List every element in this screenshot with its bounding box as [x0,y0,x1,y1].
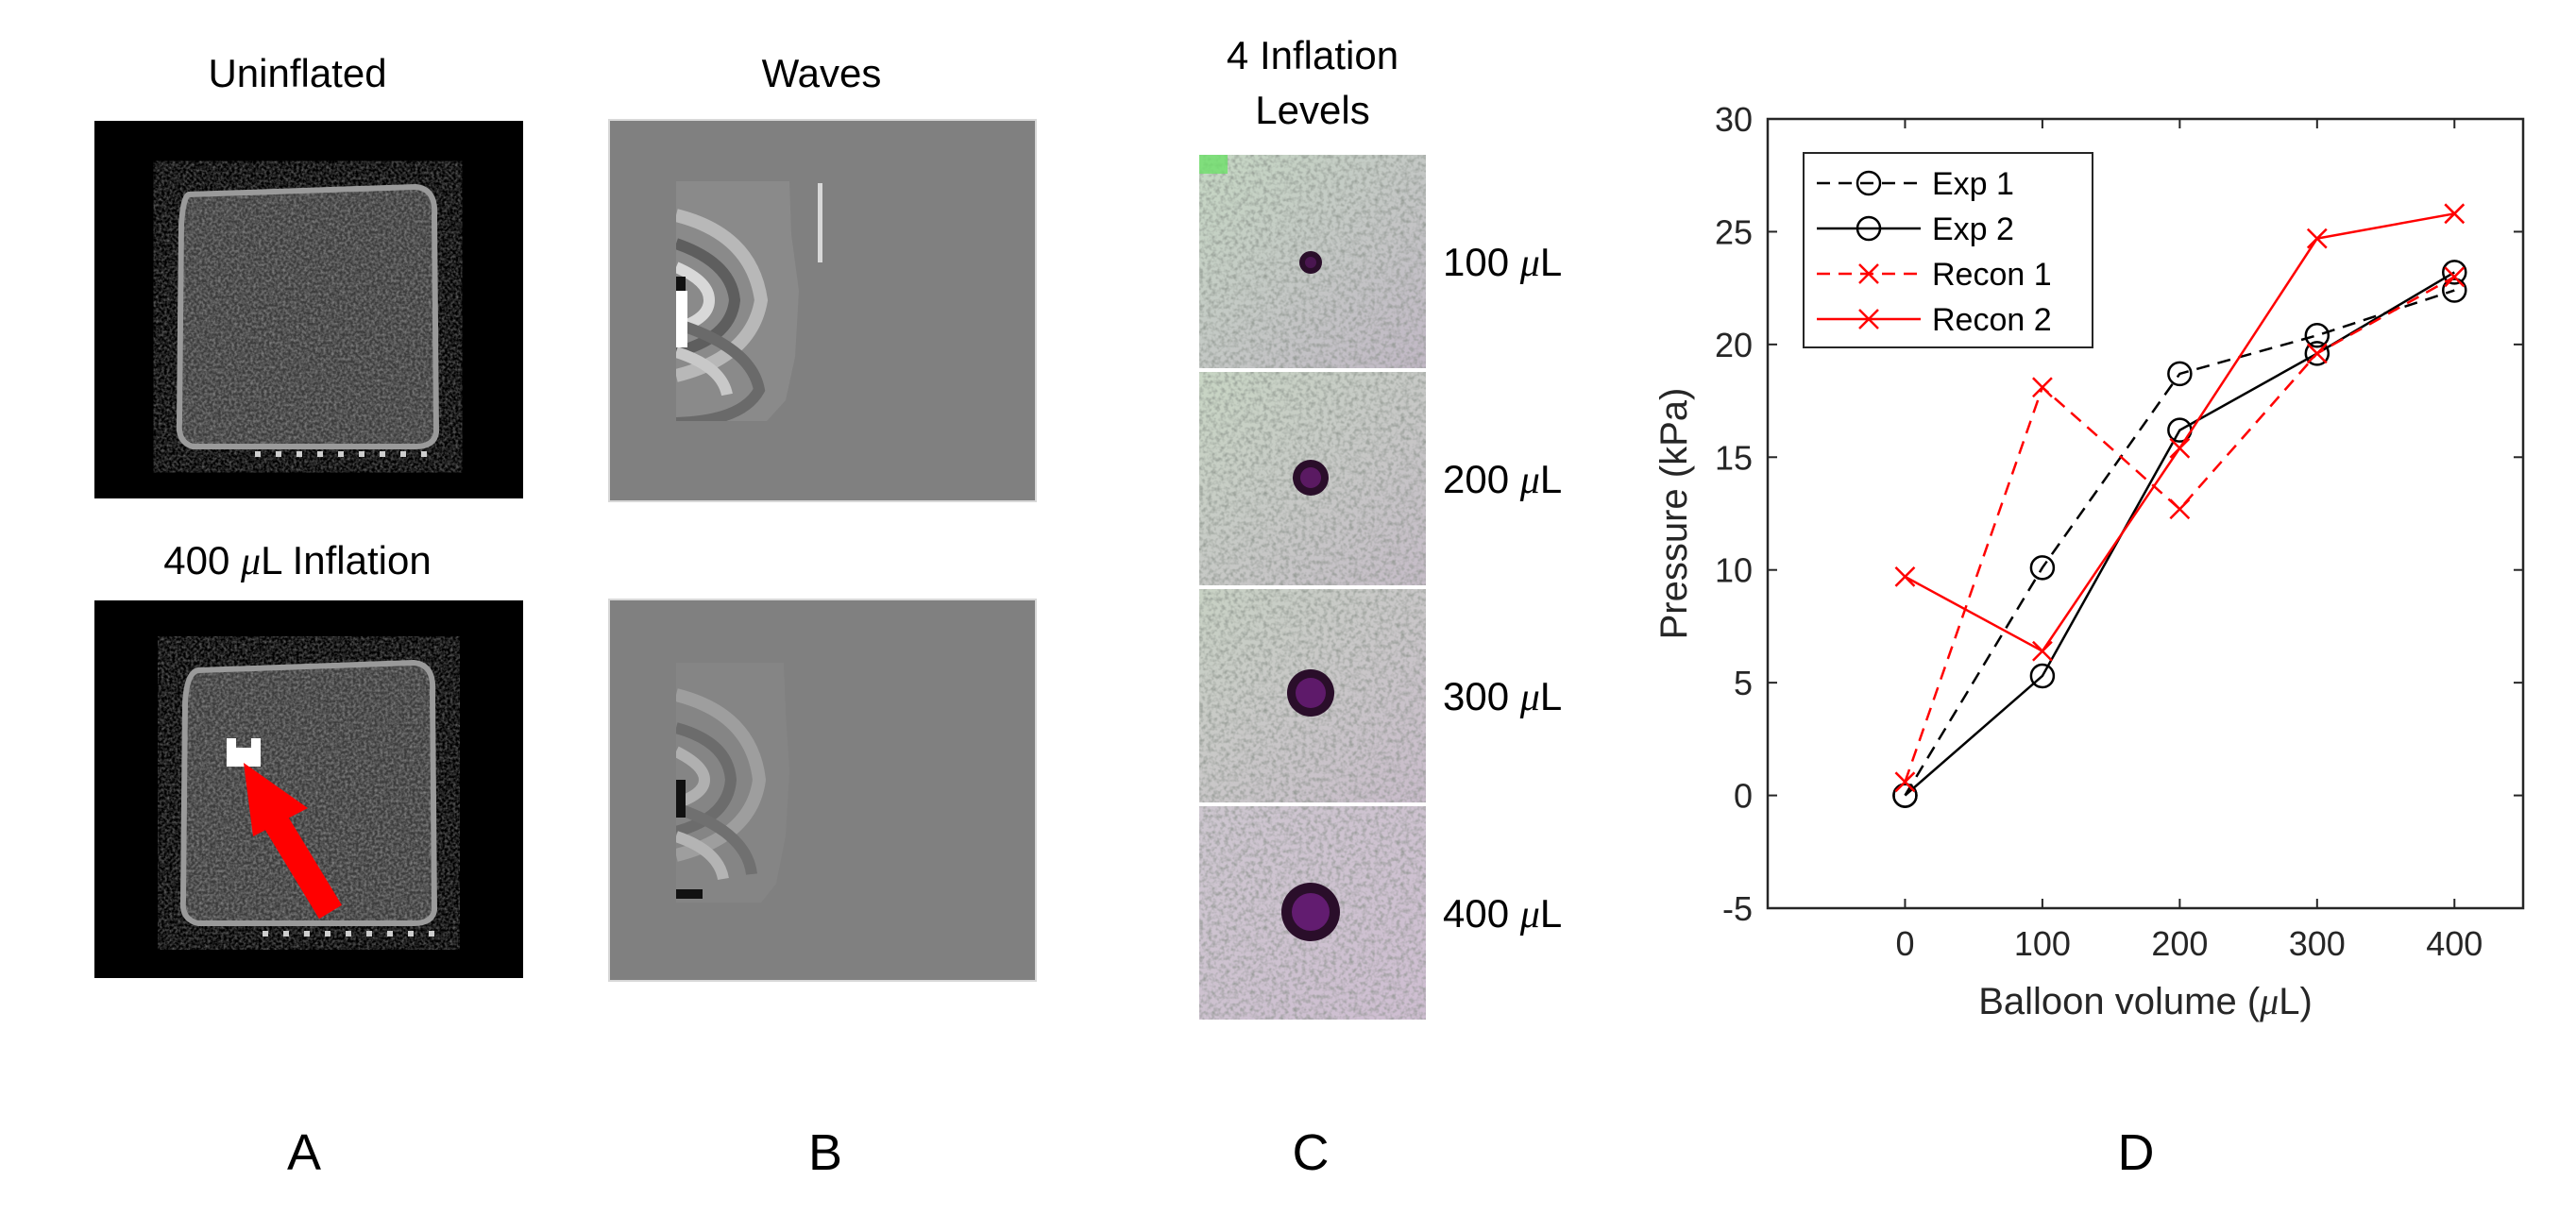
level-unit: L [1539,240,1563,284]
series-recon-2 [1894,203,2466,662]
legend-label: Recon 1 [1932,257,2052,293]
mu-symbol: μ [1519,893,1540,937]
panel-c-title-line1: 4 Inflation [1226,33,1399,77]
microscope-image-200 [1199,372,1426,585]
data-point-x [1858,309,1879,329]
legend-label: Recon 2 [1932,302,2052,338]
data-point-circle [2167,361,2193,387]
wave-image-top [608,119,1037,502]
y-tick-label: 25 [1715,212,1753,251]
data-point-x [2032,377,2053,398]
y-tick-label: 30 [1715,100,1753,139]
data-point-x [2306,228,2328,249]
data-point-x [1894,565,1916,587]
microscope-100-svg [1199,155,1426,368]
mu-symbol: μ [1519,676,1540,719]
legend-entry: Recon 2 [1817,302,2052,338]
legend-label: Exp 2 [1932,211,2014,247]
wave-image-bottom [608,599,1037,982]
microscope-300-svg [1199,589,1426,802]
data-point-circle [1892,783,1918,808]
data-point-circle [2442,260,2467,285]
y-tick-label: -5 [1722,889,1753,928]
panel-letter-d: D [2117,1124,2155,1181]
data-point-x [2306,343,2328,364]
level-label-100: 100 μL [1443,240,1562,286]
data-point-x [2444,203,2466,225]
legend-box [1803,152,2093,348]
data-point-circle [2442,278,2467,303]
panel-letter-a: A [286,1124,322,1181]
series-recon-1 [1894,266,2466,793]
microscope-400-svg [1199,806,1426,1020]
panel-c-title-line2: Levels [1255,88,1370,132]
wave-top-svg [676,181,822,421]
data-point-circle [1856,170,1882,196]
y-tick-label: 10 [1715,551,1753,590]
y-axis-label: Pressure (kPa) [1653,388,1695,640]
y-tick-label: 20 [1715,326,1753,364]
data-point-circle [2029,555,2056,581]
data-point-x [2444,266,2466,288]
panel-a-bottom-title: 400 μL Inflation [94,538,500,584]
mri-uninflated-image [94,121,523,498]
y-tick-label: 0 [1734,777,1753,816]
x-tick-label: 100 [2014,924,2071,963]
level-label-300: 300 μL [1443,674,1562,720]
level-unit: L [1539,674,1563,718]
level-unit: L [1539,457,1563,501]
data-point-x [1858,263,1879,284]
panel-letter-c: C [1292,1124,1330,1181]
level-label-400: 400 μL [1443,891,1562,937]
data-point-circle [2029,663,2056,689]
mri-uninflated-svg [176,183,440,457]
microscope-image-300 [1199,589,1426,802]
level-label-200: 200 μL [1443,457,1562,503]
level-value: 100 [1443,240,1520,284]
mu-symbol: μ [1519,459,1540,502]
level-value: 400 [1443,891,1520,936]
legend-entry: Exp 1 [1817,166,2014,202]
wave-bottom-svg [676,663,789,903]
data-point-x [2169,437,2191,459]
microscope-image-400 [1199,806,1426,1020]
red-arrow-icon [244,763,342,920]
level-unit: L [1539,891,1563,936]
legend-entry: Exp 2 [1817,211,2014,247]
level-value: 300 [1443,674,1520,718]
mu-symbol: μ [241,540,262,583]
panel-b-title: Waves [761,51,882,95]
data-point-x [1894,771,1916,793]
panel-a-top-title: Uninflated [208,51,387,95]
series-line [1904,289,2455,797]
legend-entry: Recon 1 [1817,257,2052,293]
data-point-x [2169,498,2191,520]
mri-inflated-svg [179,659,438,937]
x-tick-label: 300 [2289,924,2346,963]
legend-label: Exp 1 [1932,166,2014,202]
data-point-circle [1856,215,1882,242]
microscope-200-svg [1199,372,1426,585]
panel-c-title: 4 Inflation Levels [1171,28,1454,138]
x-tick-label: 400 [2426,924,2483,963]
bottom-title-value: 400 [163,538,242,582]
y-tick-label: 15 [1715,438,1753,477]
mu-symbol: μ [1519,242,1540,285]
mri-inflated-image [94,600,523,978]
data-point-circle [2304,323,2330,348]
x-axis-label: Balloon volume (μL) [1978,980,2313,1022]
microscope-image-100 [1199,155,1426,368]
series-line [1904,271,2455,797]
x-tick-label: 200 [2151,924,2208,963]
x-tick-label: 0 [1895,924,1914,963]
level-value: 200 [1443,457,1520,501]
data-point-x [2032,640,2053,662]
bottom-title-suffix: L Inflation [261,538,432,582]
y-tick-label: 5 [1734,664,1753,702]
panel-letter-b: B [807,1124,843,1181]
data-point-circle [2304,341,2330,366]
